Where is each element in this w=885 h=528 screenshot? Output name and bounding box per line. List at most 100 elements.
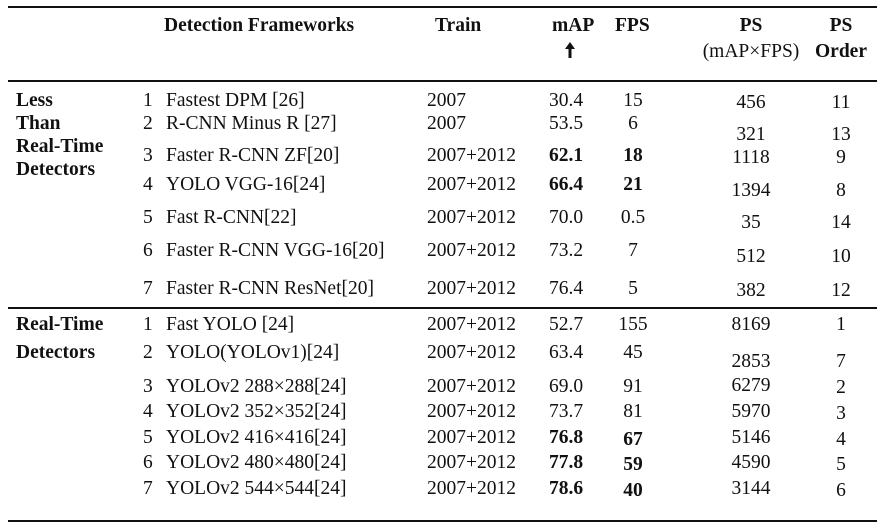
- train-value: 2007+2012: [427, 427, 516, 448]
- row-number: 5: [143, 427, 153, 448]
- train-value: 2007+2012: [427, 452, 516, 473]
- bottom-rule: [8, 520, 877, 522]
- ps-order-value: 2: [836, 377, 846, 398]
- ps-order-value: 13: [831, 124, 851, 145]
- framework-name: YOLO VGG-16[24]: [166, 174, 326, 195]
- map-value: 52.7: [549, 314, 584, 335]
- header-map: mAP: [552, 15, 595, 36]
- header-fps: FPS: [615, 15, 650, 36]
- row-number: 4: [143, 174, 153, 195]
- train-value: 2007+2012: [427, 207, 516, 228]
- framework-name: YOLO(YOLOv1)[24]: [166, 342, 340, 363]
- fps-value: 91: [623, 376, 643, 397]
- fps-value: 21: [623, 174, 643, 195]
- ps-value: 4590: [731, 452, 771, 473]
- ps-order-value: 4: [836, 429, 846, 450]
- framework-name: Fast YOLO [24]: [166, 314, 295, 335]
- row-number: 5: [143, 207, 153, 228]
- row-number: 2: [143, 113, 153, 134]
- fps-value: 40: [623, 480, 643, 501]
- map-value: 30.4: [549, 90, 584, 111]
- map-value: 70.0: [549, 207, 584, 228]
- header-ps: PS: [739, 15, 763, 36]
- map-value: 76.4: [549, 278, 584, 299]
- map-value: 69.0: [549, 376, 584, 397]
- framework-name: YOLOv2 416×416[24]: [166, 427, 347, 448]
- group-label-line: Detectors: [16, 342, 96, 363]
- framework-name: Fast R-CNN[22]: [166, 207, 297, 228]
- ps-value: 512: [736, 246, 766, 267]
- ps-value: 382: [736, 280, 766, 301]
- map-value: 77.8: [549, 452, 584, 473]
- ps-order-value: 8: [836, 180, 846, 201]
- ps-order-value: 10: [831, 246, 851, 267]
- row-number: 7: [143, 478, 153, 499]
- framework-name: YOLOv2 288×288[24]: [166, 376, 347, 397]
- ps-value: 5970: [731, 401, 771, 422]
- fps-value: 67: [623, 429, 643, 450]
- ps-order-value: 1: [836, 314, 846, 335]
- fps-value: 155: [618, 314, 648, 335]
- train-value: 2007+2012: [427, 376, 516, 397]
- fps-value: 18: [623, 145, 643, 166]
- row-number: 7: [143, 278, 153, 299]
- ps-value: 1118: [732, 147, 770, 168]
- ps-value: 456: [736, 92, 766, 113]
- fps-value: 45: [623, 342, 643, 363]
- train-value: 2007: [427, 90, 466, 111]
- ps-value: 5146: [731, 427, 771, 448]
- ps-order-value: 14: [831, 212, 851, 233]
- header-train: Train: [435, 15, 482, 36]
- group-separator-rule: [8, 307, 877, 309]
- framework-name: YOLOv2 480×480[24]: [166, 452, 347, 473]
- row-number: 4: [143, 401, 153, 422]
- fps-value: 7: [628, 240, 638, 261]
- group-label-line: Than: [16, 113, 61, 134]
- map-value: 73.2: [549, 240, 584, 261]
- framework-name: Faster R-CNN VGG-16[20]: [166, 240, 385, 261]
- framework-name: Faster R-CNN ResNet[20]: [166, 278, 374, 299]
- fps-value: 5: [628, 278, 638, 299]
- framework-name: Faster R-CNN ZF[20]: [166, 145, 340, 166]
- train-value: 2007+2012: [427, 278, 516, 299]
- map-value: 63.4: [549, 342, 584, 363]
- train-value: 2007: [427, 113, 466, 134]
- map-value: 62.1: [549, 145, 584, 166]
- arrow-up-icon: [565, 42, 575, 58]
- row-number: 1: [143, 314, 153, 335]
- ps-order-value: 11: [831, 92, 851, 113]
- map-value: 78.6: [549, 478, 584, 499]
- map-value: 76.8: [549, 427, 584, 448]
- train-value: 2007+2012: [427, 478, 516, 499]
- group-label-line: Less: [16, 90, 53, 111]
- row-number: 3: [143, 145, 153, 166]
- row-number: 6: [143, 240, 153, 261]
- header-ps-formula: (mAP×FPS): [702, 41, 800, 62]
- fps-value: 15: [623, 90, 643, 111]
- top-rule: [8, 6, 877, 8]
- header-order: PS: [829, 15, 853, 36]
- row-number: 3: [143, 376, 153, 397]
- row-number: 1: [143, 90, 153, 111]
- group-label-line: Real-Time: [16, 314, 104, 335]
- ps-order-value: 6: [836, 480, 846, 501]
- framework-name: R-CNN Minus R [27]: [166, 113, 337, 134]
- fps-value: 81: [623, 401, 643, 422]
- fps-value: 0.5: [620, 207, 646, 228]
- ps-value: 321: [736, 124, 766, 145]
- ps-value: 35: [741, 212, 761, 233]
- ps-value: 6279: [731, 375, 771, 396]
- header-rule: [8, 80, 877, 82]
- map-value: 66.4: [549, 174, 584, 195]
- train-value: 2007+2012: [427, 314, 516, 335]
- framework-name: Fastest DPM [26]: [166, 90, 305, 111]
- ps-order-value: 3: [836, 403, 846, 424]
- train-value: 2007+2012: [427, 401, 516, 422]
- ps-order-value: 7: [836, 351, 846, 372]
- header-frameworks: Detection Frameworks: [164, 15, 355, 36]
- ps-value: 1394: [731, 180, 771, 201]
- header-order-line2: Order: [815, 41, 867, 62]
- row-number: 6: [143, 452, 153, 473]
- ps-order-value: 9: [836, 147, 846, 168]
